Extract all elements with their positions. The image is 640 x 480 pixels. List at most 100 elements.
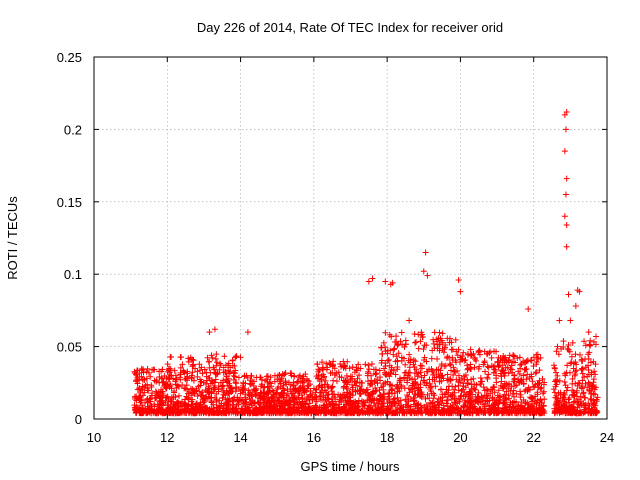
data-point [356, 379, 363, 386]
data-point [516, 354, 523, 361]
data-point [472, 393, 479, 400]
data-point [534, 380, 541, 387]
data-point [551, 362, 558, 369]
data-point [576, 288, 583, 295]
data-point [189, 363, 196, 370]
data-point [428, 409, 435, 416]
data-point [271, 401, 278, 408]
data-point [357, 365, 364, 372]
data-point [568, 353, 575, 360]
data-point [208, 352, 215, 359]
data-point [142, 410, 149, 417]
data-point [143, 396, 150, 403]
data-point [531, 383, 538, 390]
data-point [197, 367, 204, 374]
data-point [490, 383, 497, 390]
data-point [373, 387, 380, 394]
data-point [561, 213, 568, 220]
data-point [511, 378, 518, 385]
data-point [581, 338, 588, 345]
data-point [223, 387, 230, 394]
data-point [553, 398, 560, 405]
data-point [244, 329, 251, 336]
data-point [468, 385, 475, 392]
data-point [194, 373, 201, 380]
data-point [560, 344, 567, 351]
data-point [391, 345, 398, 352]
data-point [242, 398, 249, 405]
data-point [321, 381, 328, 388]
data-point [222, 368, 229, 375]
data-point [275, 372, 282, 379]
data-point [223, 373, 230, 380]
data-point [517, 377, 524, 384]
data-point [205, 375, 212, 382]
data-point [489, 395, 496, 402]
data-point [585, 400, 592, 407]
data-point [532, 370, 539, 377]
data-point [281, 371, 288, 378]
data-point [190, 408, 197, 415]
data-point [275, 397, 282, 404]
data-point [235, 401, 242, 408]
data-point [173, 375, 180, 382]
data-point [475, 389, 482, 396]
data-point [458, 356, 465, 363]
data-point [206, 358, 213, 365]
data-point [181, 385, 188, 392]
data-point [213, 404, 220, 411]
data-point [429, 371, 436, 378]
data-point [153, 407, 160, 414]
data-point [171, 367, 178, 374]
data-point [406, 351, 413, 358]
data-point [534, 389, 541, 396]
data-point [578, 367, 585, 374]
data-point [452, 336, 459, 343]
data-point [388, 382, 395, 389]
data-point [556, 377, 563, 384]
y-tick-label: 0.2 [64, 122, 82, 137]
data-point [322, 377, 329, 384]
x-tick-label: 12 [160, 430, 174, 445]
data-point [336, 373, 343, 380]
data-point [353, 379, 360, 386]
data-point [347, 390, 354, 397]
data-point [455, 382, 462, 389]
data-point [467, 346, 474, 353]
data-point [312, 389, 319, 396]
data-point [410, 401, 417, 408]
data-point [462, 393, 469, 400]
data-point [386, 406, 393, 413]
data-point [196, 406, 203, 413]
data-point [222, 407, 229, 414]
data-point [484, 350, 491, 357]
data-point [378, 357, 385, 364]
data-point [404, 372, 411, 379]
data-point [321, 387, 328, 394]
data-point [265, 389, 272, 396]
data-point [535, 402, 542, 409]
data-point [313, 398, 320, 405]
data-point [275, 398, 282, 405]
data-point [500, 393, 507, 400]
data-point [325, 401, 332, 408]
data-point [408, 410, 415, 417]
data-point [164, 361, 171, 368]
data-point [562, 191, 569, 198]
data-point [354, 367, 361, 374]
data-point [564, 362, 571, 369]
data-point [237, 354, 244, 361]
data-point [465, 380, 472, 387]
data-point [461, 376, 468, 383]
data-point [568, 403, 575, 410]
data-point [256, 399, 263, 406]
data-point [561, 391, 568, 398]
data-point [140, 376, 147, 383]
data-point [556, 317, 563, 324]
data-point [553, 348, 560, 355]
data-point [537, 408, 544, 415]
data-point [484, 398, 491, 405]
data-point [536, 367, 543, 374]
data-point [505, 370, 512, 377]
data-point [561, 394, 568, 401]
